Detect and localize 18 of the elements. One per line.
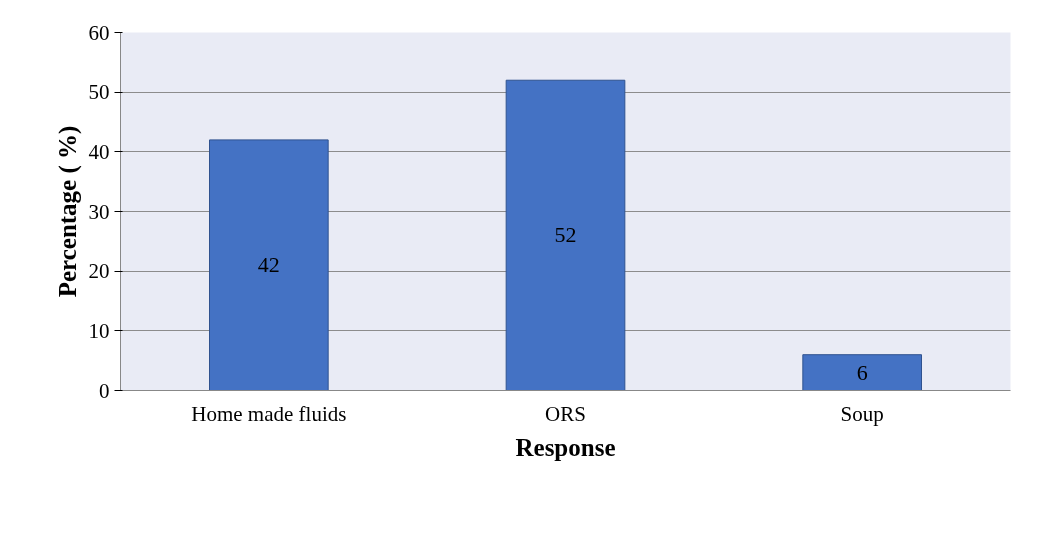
- data-label: 52: [554, 222, 577, 248]
- x-axis-title: Response: [515, 433, 616, 461]
- bar: [802, 354, 922, 391]
- y-tick-label: 40: [88, 139, 110, 164]
- x-tick-label: Home made fluids: [191, 401, 347, 426]
- bar: [209, 139, 329, 391]
- y-tick-label: 20: [88, 259, 110, 284]
- x-tick-label: Soup: [840, 401, 884, 426]
- bar: [505, 79, 626, 391]
- y-tick-label: 60: [88, 20, 110, 45]
- data-label: 42: [257, 252, 280, 278]
- y-axis-title: Percentage ( %): [53, 125, 82, 298]
- y-tick-label: 0: [99, 378, 110, 403]
- y-tick-label: 50: [88, 80, 110, 105]
- x-tick-label: ORS: [545, 401, 586, 426]
- y-tick-label: 10: [88, 318, 110, 343]
- data-label: 6: [856, 359, 868, 385]
- y-tick-label: 30: [88, 199, 110, 224]
